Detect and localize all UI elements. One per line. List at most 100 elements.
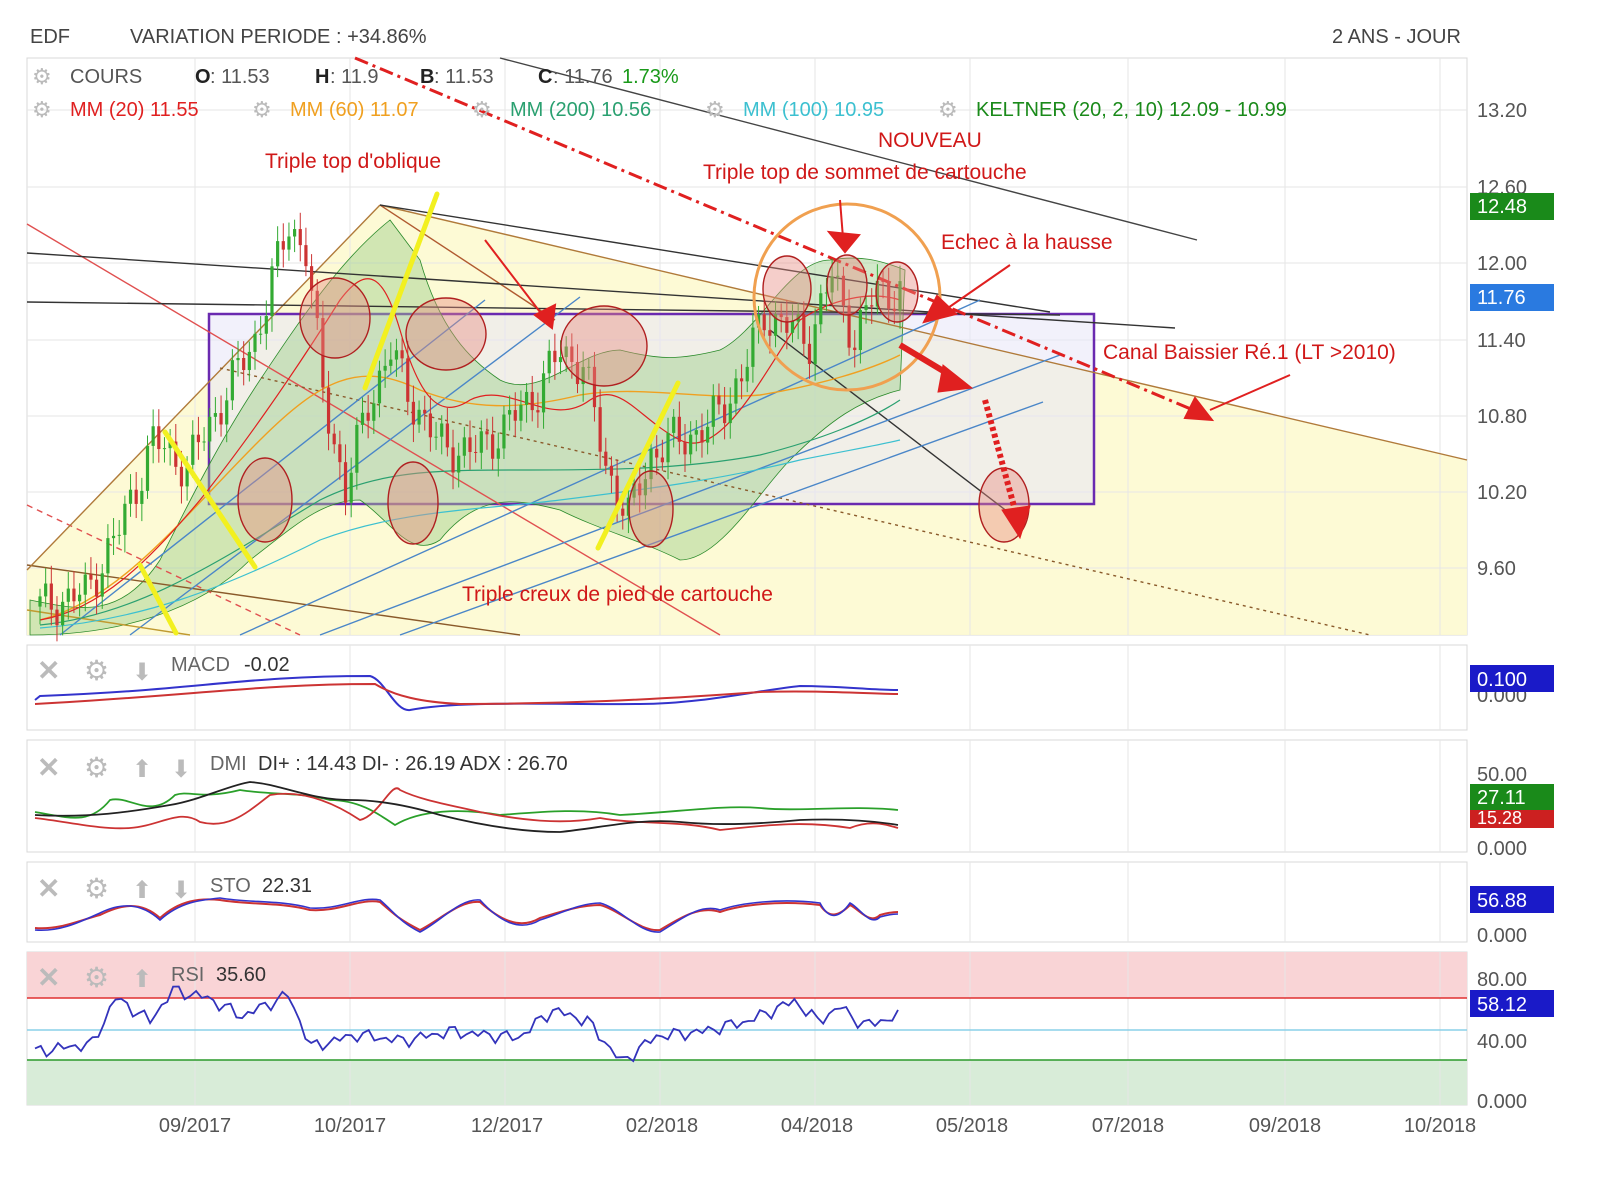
x-tick: 10/2017	[314, 1115, 386, 1137]
candle-body	[751, 327, 755, 367]
dmi-tick: 50.00	[1477, 764, 1527, 786]
x-tick: 10/2018	[1404, 1115, 1476, 1137]
candle-body	[689, 434, 693, 455]
close-icon[interactable]: ✕	[37, 962, 60, 993]
arrow-down-icon[interactable]: ⬇	[171, 877, 191, 904]
gear-icon[interactable]: ⚙	[84, 752, 109, 783]
candle-body	[321, 318, 325, 388]
arrow-down-icon[interactable]: ⬇	[171, 756, 191, 783]
candle-body	[128, 489, 133, 504]
gear-icon[interactable]: ⚙	[938, 97, 958, 122]
pattern-circle[interactable]	[405, 297, 487, 371]
pattern-circle[interactable]	[387, 461, 439, 545]
candle-body	[304, 245, 308, 267]
candle-body	[451, 447, 455, 473]
candles	[38, 212, 902, 642]
candle-body	[462, 437, 466, 456]
candle-body	[162, 448, 167, 450]
arrow-up-icon[interactable]: ⬆	[132, 756, 152, 783]
cours-label: COURS	[70, 66, 142, 88]
mm60-line	[39, 354, 901, 621]
candle-body	[881, 280, 885, 282]
gear-icon[interactable]: ⚙	[84, 962, 109, 993]
candle-body	[89, 574, 93, 580]
candle-body	[609, 465, 614, 476]
candle-body	[191, 434, 195, 465]
x-tick: 05/2018	[936, 1115, 1008, 1137]
gear-icon[interactable]: ⚙	[84, 873, 109, 904]
candle-body	[457, 455, 461, 473]
candle-body	[592, 366, 597, 408]
candle-body	[785, 317, 789, 333]
candle-body	[55, 609, 59, 626]
sto-tick: 0.000	[1477, 925, 1527, 947]
pattern-circle[interactable]	[560, 305, 648, 387]
pattern-circle[interactable]	[628, 470, 674, 548]
low-value: : 11.53	[434, 66, 494, 88]
candle-body	[423, 409, 427, 414]
candle-body	[570, 346, 574, 362]
gear-icon[interactable]: ⚙	[472, 97, 492, 122]
candle-body	[225, 400, 229, 425]
candle-body	[174, 441, 178, 467]
annotation-triple-top-cartouche: Triple top de sommet de cartouche	[703, 161, 1027, 184]
pattern-circle[interactable]	[826, 254, 868, 316]
arrow-up-icon[interactable]: ⬆	[132, 966, 152, 993]
candle-body	[519, 404, 523, 421]
open-label: O	[195, 66, 211, 88]
dmi-badge-red	[1470, 806, 1554, 828]
candle-body	[558, 357, 563, 363]
candle-body	[728, 403, 732, 424]
candle-body	[145, 445, 150, 491]
candle-body	[508, 410, 512, 415]
candle-body	[632, 483, 636, 498]
candle-body	[111, 535, 116, 539]
period-label[interactable]: 2 ANS - JOUR	[1332, 26, 1461, 48]
arrow-up-icon[interactable]: ⬆	[132, 877, 152, 904]
canal-baissier-line[interactable]	[354, 56, 1206, 417]
symbol-label: EDF	[30, 26, 70, 48]
candle-body	[100, 573, 104, 597]
gear-icon[interactable]: ⚙	[32, 64, 52, 89]
orange-circle[interactable]	[752, 202, 942, 392]
candle-body	[236, 357, 240, 361]
candle-body	[179, 466, 184, 487]
dmi-tick: 0.000	[1477, 838, 1527, 860]
rsi-tick: 40.00	[1477, 1031, 1527, 1053]
gear-icon[interactable]: ⚙	[252, 97, 272, 122]
candle-body	[445, 423, 449, 448]
candle-body	[117, 534, 121, 536]
candle-body	[287, 236, 291, 250]
candle-body	[230, 360, 234, 401]
pattern-circle[interactable]	[299, 277, 371, 359]
close-icon[interactable]: ✕	[37, 873, 60, 904]
close-icon[interactable]: ✕	[37, 655, 60, 686]
sto-value: 22.31	[262, 875, 312, 897]
rsi-tick: 80.00	[1477, 969, 1527, 991]
candle-body	[779, 313, 783, 318]
candle-body	[411, 401, 416, 425]
dmi-badge-green	[1470, 784, 1554, 810]
pattern-circle[interactable]	[762, 255, 812, 323]
rsi-tick: 0.000	[1477, 1091, 1527, 1113]
candle-body	[660, 457, 664, 463]
candle-body	[502, 414, 506, 449]
close-icon[interactable]: ✕	[37, 752, 60, 783]
pattern-circle[interactable]	[237, 457, 293, 543]
pattern-circle[interactable]	[875, 261, 919, 323]
candle-body	[875, 280, 879, 307]
candle-body	[326, 387, 331, 434]
candle-body	[349, 472, 353, 503]
gear-icon[interactable]: ⚙	[32, 97, 52, 122]
gear-icon[interactable]: ⚙	[705, 97, 725, 122]
candle-body	[479, 431, 483, 453]
gear-icon[interactable]: ⚙	[84, 655, 109, 686]
arrow-down-icon[interactable]: ⬇	[132, 659, 152, 686]
rsi-panel: ✕ ⚙ ⬆ RSI 35.60 80.00 40.00 0.000 58.12	[26, 951, 1554, 1113]
price-tick: 10.20	[1477, 482, 1527, 504]
annotation-triple-top-oblique: Triple top d'oblique	[265, 150, 441, 173]
mm100-legend: MM (100) 10.95	[743, 99, 884, 121]
candle-body	[343, 462, 348, 503]
variation-label: VARIATION PERIODE : +34.86%	[130, 26, 427, 48]
candle-body	[372, 403, 376, 421]
